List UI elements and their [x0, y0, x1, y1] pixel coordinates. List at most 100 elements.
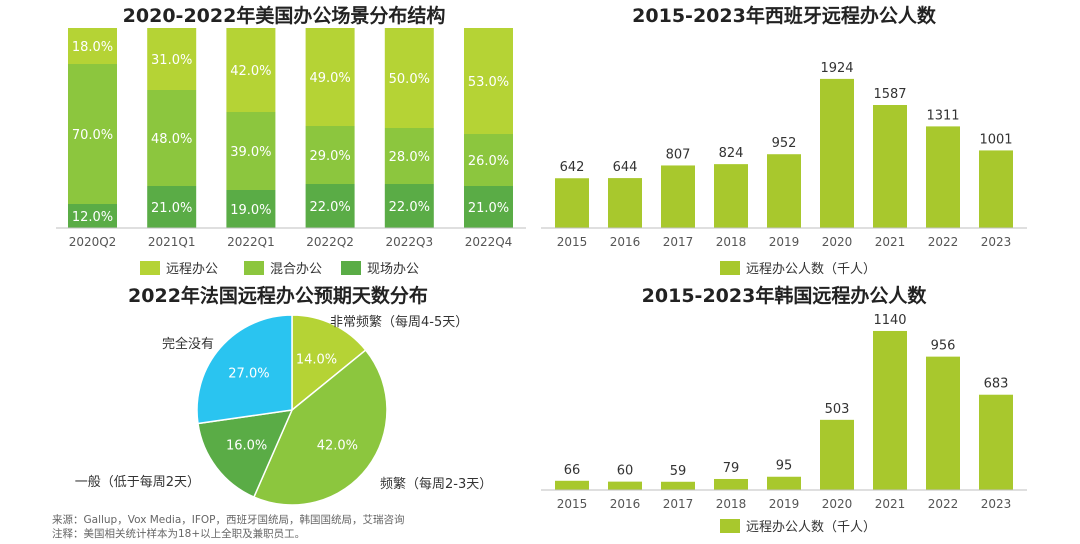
- x-tick-label: 2022: [928, 497, 959, 511]
- stack-segment: [68, 28, 117, 64]
- segment-label: 26.0%: [468, 154, 509, 169]
- bar: [661, 481, 695, 490]
- x-tick-label: 2020: [822, 235, 853, 249]
- bar: [661, 165, 695, 228]
- data-label: 952: [772, 136, 797, 151]
- stack-segment: [147, 186, 197, 228]
- spain-remote-workers-svg: 2015-2023年西班牙远程办公人数 642 2015 644 2016 807 2017…: [541, 4, 1027, 277]
- data-label: 59: [670, 464, 687, 479]
- x-tick-label: 2022Q2: [306, 235, 354, 249]
- bar: [555, 178, 589, 228]
- stack-segment: [305, 126, 355, 184]
- x-tick-label: 2022: [928, 235, 959, 249]
- data-label: 824: [719, 146, 744, 161]
- pie-slice: [291, 314, 367, 412]
- spain-remote-workers-chart: 2015-2023年西班牙远程办公人数 642 2015 644 2016 807 2017…: [540, 0, 1080, 290]
- korea-remote-workers-svg: 2015-2023年韩国远程办公人数 66 2015 60 2016 59 2017 79 20…: [541, 284, 1027, 535]
- segment-label: 21.0%: [468, 201, 509, 216]
- data-label: 1311: [926, 108, 959, 123]
- x-tick-label: 2017: [663, 235, 694, 249]
- bar: [767, 154, 801, 228]
- segment-label: 18.0%: [72, 40, 113, 55]
- us-office-structure-chart: 2020-2022年美国办公场景分布结构 12.0% 70.0% 18.0% 2020Q…: [0, 0, 540, 290]
- data-label: 1001: [979, 132, 1012, 147]
- slice-value-label: 14.0%: [296, 353, 337, 368]
- segment-label: 53.0%: [468, 75, 509, 90]
- slice-value-label: 27.0%: [228, 367, 269, 382]
- data-label: 807: [666, 147, 691, 162]
- data-label: 95: [776, 459, 793, 474]
- us-office-structure-svg: 2020-2022年美国办公场景分布结构 12.0% 70.0% 18.0% 2020Q…: [56, 4, 526, 277]
- x-tick-label: 2019: [769, 235, 800, 249]
- data-label: 1140: [873, 313, 906, 328]
- x-tick-label: 2021Q1: [148, 235, 196, 249]
- slice-name-label: 一般（低于每周2天）: [75, 474, 200, 490]
- x-tick-label: 2016: [610, 497, 641, 511]
- data-label: 683: [984, 377, 1009, 392]
- bar: [926, 126, 960, 228]
- legend-swatch: [244, 261, 264, 275]
- segment-label: 31.0%: [151, 53, 192, 68]
- x-tick-label: 2018: [716, 497, 747, 511]
- slice-name-label: 频繁（每周2-3天）: [380, 476, 492, 492]
- segment-label: 42.0%: [230, 64, 271, 79]
- legend-label: 远程办公人数（千人）: [746, 262, 876, 277]
- stack-segment: [226, 190, 276, 228]
- segment-label: 48.0%: [151, 132, 192, 147]
- stack-segment: [305, 184, 355, 228]
- bar: [608, 481, 642, 490]
- segment-label: 21.0%: [151, 201, 192, 216]
- legend-label: 远程办公人数（千人）: [746, 520, 876, 535]
- stack-segment: [226, 28, 276, 112]
- france-remote-days-svg: 2022年法国远程办公预期天数分布 14.0% 非常频繁（每周4-5天） 42.0% 频…: [75, 284, 492, 506]
- legend-label: 远程办公: [166, 262, 218, 277]
- bar: [820, 419, 854, 490]
- x-tick-label: 2016: [610, 235, 641, 249]
- segment-label: 28.0%: [389, 150, 430, 165]
- legend-label: 现场办公: [367, 262, 419, 277]
- bar: [979, 150, 1013, 228]
- segment-label: 22.0%: [309, 200, 350, 215]
- x-tick-label: 2015: [557, 235, 588, 249]
- segment-label: 22.0%: [389, 200, 430, 215]
- stack-segment: [384, 28, 434, 128]
- data-label: 66: [564, 463, 581, 478]
- data-label: 1924: [820, 61, 853, 76]
- stack-segment: [384, 128, 434, 184]
- x-tick-label: 2021: [875, 235, 906, 249]
- data-label: 503: [825, 402, 850, 417]
- slice-name-label: 非常频繁（每周4-5天）: [330, 314, 468, 330]
- x-tick-label: 2022Q3: [385, 235, 433, 249]
- chart-title: 2022年法国远程办公预期天数分布: [128, 284, 428, 307]
- bar: [873, 330, 907, 490]
- data-label: 60: [617, 464, 634, 479]
- pie-slice: [197, 409, 294, 499]
- stack-segment: [147, 28, 197, 90]
- legend-swatch: [140, 261, 160, 275]
- x-tick-label: 2018: [716, 235, 747, 249]
- chart-title: 2015-2023年西班牙远程办公人数: [632, 4, 937, 27]
- bar: [608, 178, 642, 228]
- stack-segment: [68, 204, 117, 228]
- segment-label: 49.0%: [309, 71, 350, 86]
- x-tick-label: 2021: [875, 497, 906, 511]
- stack-segment: [384, 184, 434, 228]
- stack-segment: [68, 64, 117, 204]
- x-tick-label: 2020Q2: [69, 235, 117, 249]
- korea-remote-workers-chart: 2015-2023年韩国远程办公人数 66 2015 60 2016 59 2017 79 20…: [540, 282, 1080, 544]
- segment-label: 50.0%: [389, 72, 430, 87]
- bar: [820, 78, 854, 228]
- bar: [873, 105, 907, 228]
- data-label: 644: [613, 160, 638, 175]
- slice-value-label: 16.0%: [226, 439, 267, 454]
- slice-value-label: 42.0%: [317, 439, 358, 454]
- bar: [979, 394, 1013, 490]
- legend-swatch: [720, 261, 740, 275]
- stack-segment: [226, 112, 276, 190]
- segment-label: 70.0%: [72, 128, 113, 143]
- x-tick-label: 2019: [769, 497, 800, 511]
- source-note: 来源：Gallup，Vox Media，IFOP，西班牙国统局，韩国国统局，艾瑞…: [52, 514, 405, 526]
- segment-label: 39.0%: [230, 145, 271, 160]
- segment-label: 12.0%: [72, 210, 113, 225]
- stack-segment: [147, 90, 197, 186]
